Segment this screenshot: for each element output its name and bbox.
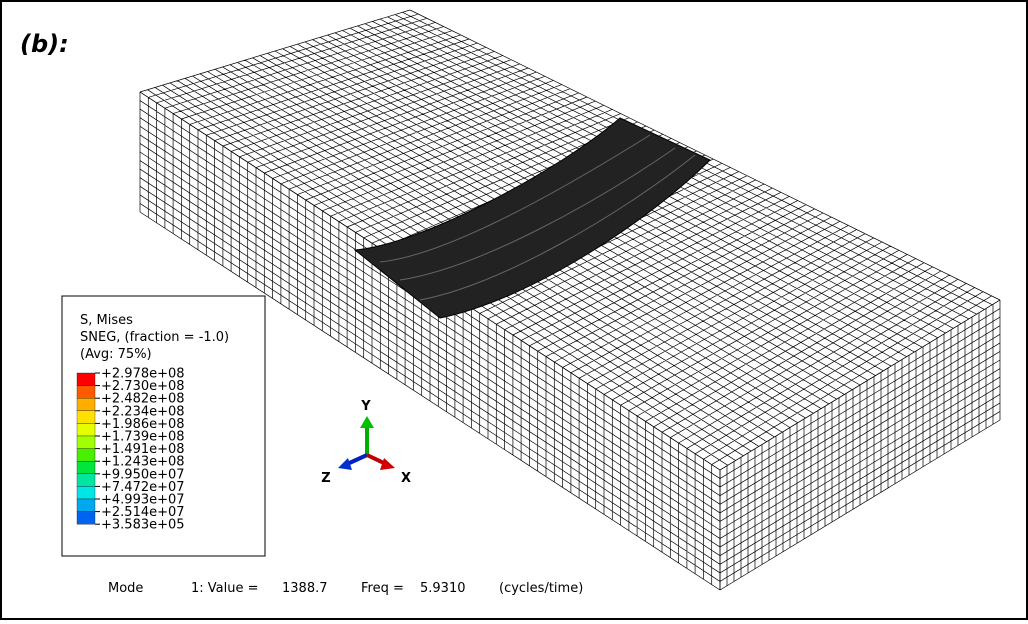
legend: S, Mises SNEG, (fraction = -1.0) (Avg: 75%…	[76, 313, 229, 533]
legend-color-band	[76, 498, 96, 512]
legend-label: +1.986e+08	[101, 417, 185, 432]
triad: Y Z X	[321, 399, 411, 486]
legend-color-band	[76, 461, 96, 474]
legend-color-band	[76, 435, 96, 449]
legend-label: +3.583e+05	[101, 518, 185, 533]
mesh-right-face	[719, 299, 1001, 591]
legend-title: (Avg: 75%)	[80, 347, 152, 362]
legend-label: +2.234e+08	[101, 404, 185, 419]
panel-label: (b):	[20, 30, 69, 58]
legend-label: +1.739e+08	[101, 430, 185, 445]
status-freq: 5.9310	[420, 581, 466, 596]
status-freq-label: Freq =	[361, 581, 404, 596]
legend-color-band	[76, 410, 96, 424]
legend-label: +7.472e+07	[101, 480, 185, 495]
triad-y-label: Y	[360, 399, 371, 414]
legend-label: +1.491e+08	[101, 442, 185, 457]
legend-color-band	[76, 423, 96, 437]
legend-color-band	[76, 385, 96, 399]
status-unit: (cycles/time)	[499, 581, 583, 596]
legend-label: +4.993e+07	[101, 493, 185, 508]
triad-x-arrow	[380, 458, 395, 470]
legend-label: +2.730e+08	[101, 379, 185, 394]
mesh	[139, 9, 1001, 591]
mesh-left-face	[139, 91, 721, 591]
status-value: 1388.7	[282, 581, 328, 596]
legend-box	[61, 295, 266, 557]
triad-z-label: Z	[321, 471, 330, 486]
legend-label: +2.482e+08	[101, 392, 185, 407]
legend-color-band	[76, 398, 96, 411]
legend-title: S, Mises	[80, 313, 133, 328]
legend-title: SNEG, (fraction = -1.0)	[80, 330, 229, 345]
triad-z-arrow	[338, 458, 352, 470]
legend-label: +9.950e+07	[101, 467, 185, 482]
mesh-groove	[353, 117, 711, 319]
legend-color-band	[76, 511, 96, 525]
legend-color-band	[76, 448, 96, 462]
status-mode: Mode	[108, 581, 143, 596]
legend-label: +1.243e+08	[101, 455, 185, 470]
legend-color-band	[76, 486, 96, 500]
status-value-label: 1: Value =	[191, 581, 259, 596]
legend-label: +2.978e+08	[101, 367, 185, 382]
status-line: Mode 1: Value = 1388.7 Freq = 5.9310 (cy…	[108, 581, 583, 596]
mesh-groove-detail	[379, 134, 696, 301]
legend-color-band	[76, 473, 96, 487]
legend-color-band	[76, 372, 96, 386]
triad-y-arrow	[360, 416, 374, 428]
legend-label: +2.514e+07	[101, 505, 185, 520]
triad-x-label: X	[401, 471, 411, 486]
